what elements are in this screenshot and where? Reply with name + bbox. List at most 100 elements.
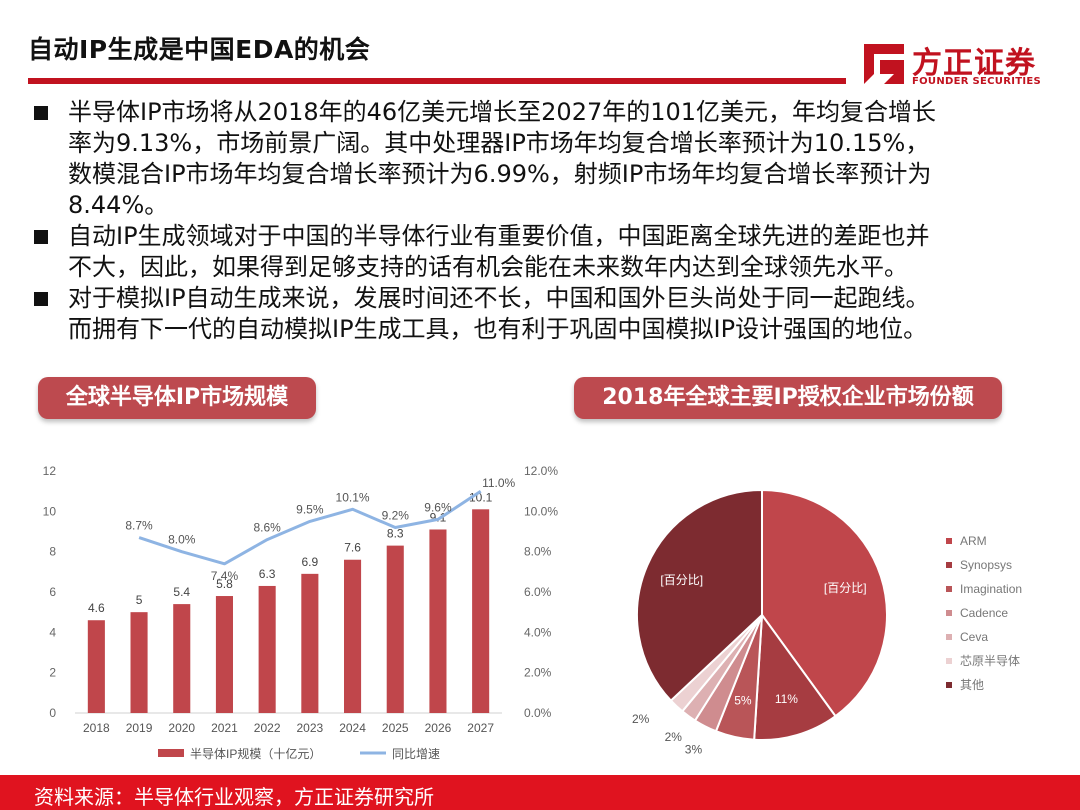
legend-bar-swatch [158,749,184,757]
bullet-line: 自动IP生成领域对于中国的半导体行业有重要价值，中国距离全球先进的差距也并 [68,222,930,250]
bar [344,559,362,713]
bullet-line: 率为9.13%，市场前景广阔。其中处理器IP市场年均复合增长率预计为10.15%… [68,129,930,157]
logo-text-en: FOUNDER SECURITIES [912,76,1042,87]
market-size-heading: 全球半导体IP市场规模 [38,377,316,419]
y-tick-right: 10.0% [524,504,558,518]
line-value-label: 7.4% [211,569,239,583]
logo-mark-icon [864,44,904,84]
bar [472,509,490,713]
legend-swatch [946,538,952,544]
bullet-item: 对于模拟IP自动生成来说，发展时间还不长，中国和国外巨头尚处于同一起跑线。 而拥有… [30,283,1050,345]
pie-slice-label: 11% [775,692,798,706]
bar [429,529,447,713]
legend-label: ARM [960,534,987,548]
y-tick-left: 10 [43,504,57,518]
legend-label: 其他 [960,678,984,692]
x-tick-label: 2027 [467,721,494,735]
bar [87,620,105,713]
y-tick-left: 12 [43,464,57,478]
bar [258,585,276,713]
legend-label: Ceva [960,630,988,644]
ip-market-size-chart: 0 2 4 6 8 10 12 0.0% 2.0% 4.0% 6.0% 8.0% 10.0% 12.0% 4… [43,464,559,761]
bullet-square-icon [34,106,48,120]
line-value-label: 8.0% [168,533,196,547]
legend-swatch [946,562,952,568]
bullet-item: 自动IP生成领域对于中国的半导体行业有重要价值，中国距离全球先进的差距也并 不大，… [30,221,1050,283]
market-share-heading: 2018年全球主要IP授权企业市场份额 [574,377,1002,419]
bullet-square-icon [34,230,48,244]
page-title: 自动IP生成是中国EDA的机会 [28,35,371,64]
line-value-label: 8.6% [253,521,281,535]
bullet-item: 半导体IP市场将从2018年的46亿美元增长至2027年的101亿美元，年均复合… [30,97,1050,221]
growth-line [138,489,482,566]
x-tick-label: 2018 [83,721,110,735]
y-tick-left: 0 [49,706,56,720]
bar-value-label: 6.3 [259,567,276,581]
bar-value-label: 5 [136,593,143,607]
x-tick-label: 2023 [296,721,323,735]
bullet-list: 半导体IP市场将从2018年的46亿美元增长至2027年的101亿美元，年均复合… [30,97,1050,345]
bar [301,573,319,713]
bullet-line: 不大，因此，如果得到足够支持的话有机会能在未来数年内达到全球领先水平。 [68,253,908,281]
bullet-line: 8.44%。 [68,191,169,219]
bar-value-label: 8.3 [387,527,404,541]
pie-slice-label: 5% [734,693,752,707]
y-tick-left: 6 [49,585,56,599]
x-tick-label: 2019 [126,721,153,735]
legend-swatch [946,634,952,640]
pie-slice [761,488,888,718]
legend-swatch [946,610,952,616]
legend-swatch [946,682,952,688]
bar-value-label: 7.6 [344,541,361,555]
pie-slice-label: [百分比] [660,573,703,587]
bar [173,604,191,713]
company-logo: 方正证券 FOUNDER SECURITIES [862,38,1062,98]
x-tick-label: 2021 [211,721,238,735]
pie-slice-label: 2% [632,712,650,726]
y-tick-right: 0.0% [524,706,552,720]
bullet-square-icon [34,292,48,306]
bullet-line: 数模混合IP市场年均复合增长率预计为6.99%，射频IP市场年均复合增长率预计为 [68,160,932,188]
bar-value-label: 4.6 [88,601,105,615]
y-tick-right: 2.0% [524,666,552,680]
legend-swatch [946,658,952,664]
x-tick-label: 2026 [425,721,452,735]
legend-label: Cadence [960,606,1008,620]
title-divider [28,78,846,84]
source-note: 资料来源：半导体行业观察，方正证券研究所 [34,785,434,809]
line-value-label: 8.7% [125,519,153,533]
x-tick-label: 2024 [339,721,366,735]
x-tick-label: 2025 [382,721,409,735]
bar-value-label: 5.8 [216,577,233,591]
pie-slice-label: 2% [665,730,683,744]
legend-line-label: 同比增速 [392,747,440,761]
line-value-label: 9.5% [296,502,324,516]
logo-text-cn: 方正证券 [912,46,1036,81]
legend-label: 芯原半导体 [960,654,1020,668]
bar-value-label: 5.4 [173,585,190,599]
bullet-line: 而拥有下一代的自动模拟IP生成工具，也有利于巩固中国模拟IP设计强国的地位。 [68,315,928,343]
line-value-label: 9.6% [424,500,452,514]
legend-bar-label: 半导体IP规模（十亿元） [190,746,321,761]
bar [130,612,148,713]
pie-slice [753,612,837,741]
y-tick-left: 2 [49,666,56,680]
ip-market-share-chart: [百分比]11%5%3%2%2%[百分比]ARMSynopsysImaginat… [632,488,1022,757]
bullet-line: 对于模拟IP自动生成来说，发展时间还不长，中国和国外巨头尚处于同一起跑线。 [68,284,930,312]
line-value-label: 11.0% [482,476,515,490]
legend-label: Synopsys [960,558,1012,572]
bullet-line: 半导体IP市场将从2018年的46亿美元增长至2027年的101亿美元，年均复合… [68,98,937,126]
footer-bar [0,775,1080,810]
x-tick-label: 2020 [168,721,195,735]
legend-label: Imagination [960,582,1022,596]
bar [215,596,233,713]
bar [386,545,404,713]
y-tick-left: 8 [49,545,56,559]
line-value-label: 9.2% [382,508,410,522]
pie-slice [636,488,763,702]
pie-slice-label: 3% [685,743,703,757]
y-tick-right: 8.0% [524,545,552,559]
line-value-label: 10.1% [336,490,370,504]
legend-swatch [946,586,952,592]
y-tick-right: 6.0% [524,585,552,599]
